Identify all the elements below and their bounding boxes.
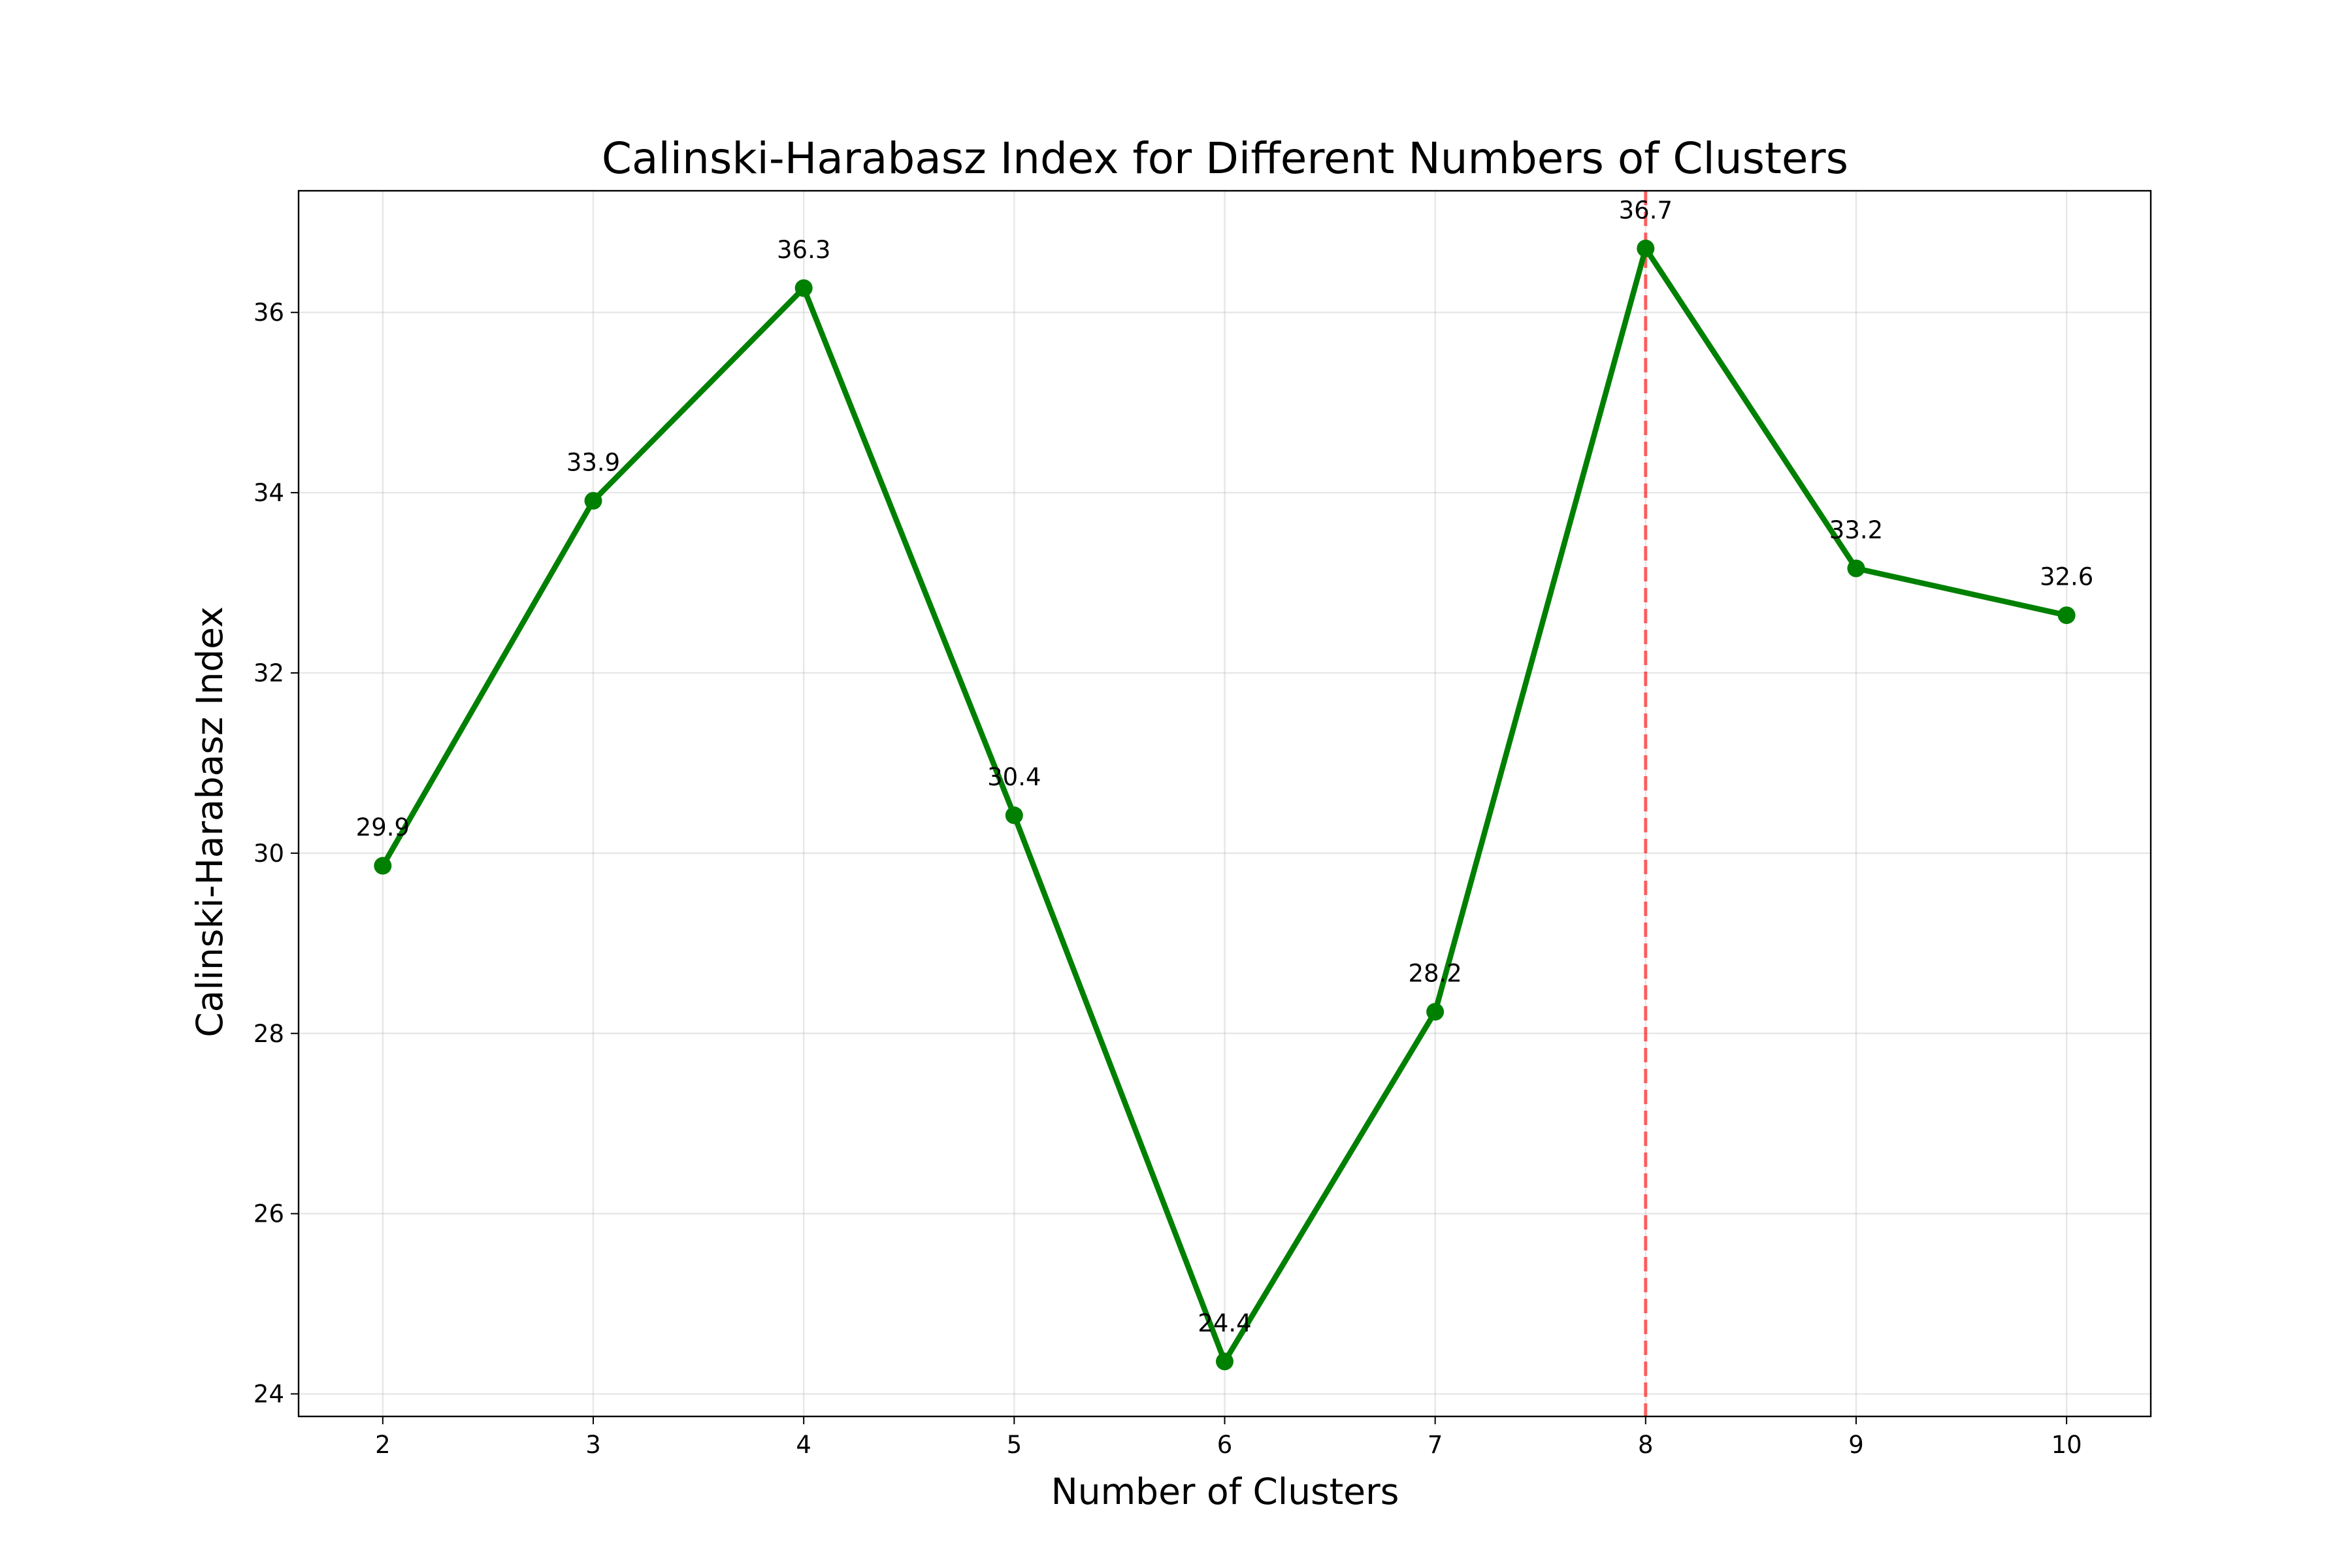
y-tick-label: 24 [253, 1380, 284, 1409]
data-point [1637, 239, 1655, 257]
data-point [2057, 606, 2076, 625]
x-tick-label: 6 [1217, 1431, 1233, 1459]
data-label: 36.3 [777, 236, 830, 264]
x-tick-label: 10 [2051, 1431, 2082, 1459]
data-label: 24.4 [1198, 1309, 1251, 1337]
data-labels: 29.9 33.9 36.3 30.4 24.4 28.2 36.7 33.2 32.6 [356, 196, 2094, 1337]
data-label: 33.2 [1829, 516, 1883, 544]
y-tick-label: 36 [253, 299, 284, 327]
data-label: 28.2 [1408, 960, 1462, 988]
x-tick-label: 9 [1848, 1431, 1864, 1459]
x-tick-label: 7 [1428, 1431, 1443, 1459]
x-tick-label: 4 [796, 1431, 811, 1459]
x-tick-label: 3 [585, 1431, 601, 1459]
data-point [794, 279, 813, 297]
plot-area [299, 191, 2151, 1416]
data-point [1847, 559, 1865, 578]
x-axis-label: Number of Clusters [1051, 1471, 1399, 1512]
y-tick-label: 34 [253, 479, 284, 507]
data-point [1216, 1352, 1233, 1371]
y-tick-label: 30 [253, 840, 284, 868]
x-tick-label: 8 [1638, 1431, 1654, 1459]
data-label: 32.6 [2040, 563, 2093, 591]
y-tick-label: 32 [253, 659, 284, 687]
series [374, 239, 2076, 1371]
data-label: 36.7 [1619, 196, 1673, 224]
data-label: 30.4 [987, 763, 1041, 791]
data-point [1426, 1003, 1445, 1021]
data-label: 33.9 [566, 449, 620, 477]
y-axis-label: Calinski-Harabasz Index [189, 606, 231, 1037]
chart-title: Calinski-Harabasz Index for Different Nu… [602, 133, 1848, 184]
data-label: 29.9 [356, 813, 410, 841]
data-point [584, 492, 602, 510]
y-tick-label: 26 [253, 1200, 284, 1228]
plot-background [299, 191, 2151, 1416]
y-tick-label: 28 [253, 1020, 284, 1048]
x-tick-label: 2 [375, 1431, 391, 1459]
x-tick-label: 5 [1007, 1431, 1022, 1459]
data-point [1005, 806, 1023, 825]
data-point [374, 857, 392, 875]
